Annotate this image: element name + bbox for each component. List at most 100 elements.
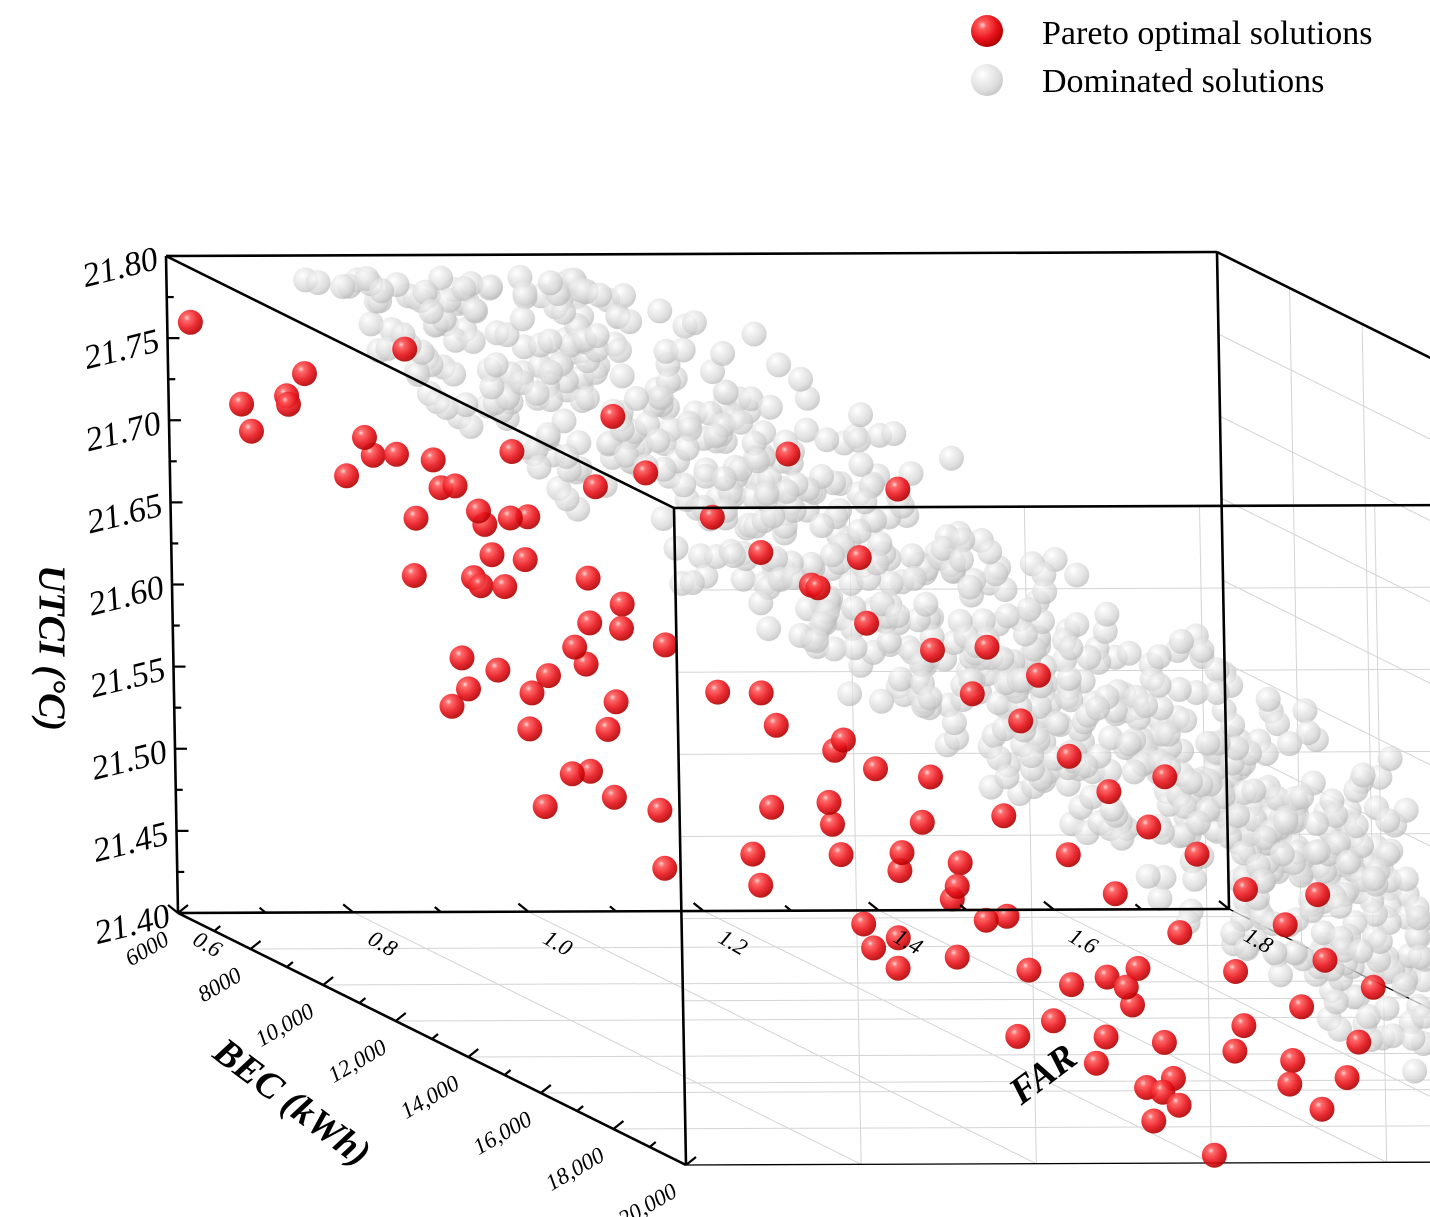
dominated-point	[1177, 769, 1203, 795]
dominated-point	[809, 513, 835, 539]
data-points	[177, 264, 1430, 1168]
y-tick-label: 1.2	[714, 924, 751, 960]
dominated-point	[1292, 698, 1318, 724]
x-tick-label: 10,000	[251, 998, 319, 1052]
pareto-point	[748, 540, 774, 565]
dominated-point	[537, 270, 563, 296]
dominated-point	[670, 337, 696, 363]
dominated-point	[358, 311, 384, 337]
pareto-point	[439, 693, 465, 719]
x-tick-minor	[576, 1105, 584, 1112]
pareto-point	[854, 610, 880, 636]
x-tick-label: 8000	[193, 962, 246, 1007]
pareto-point	[775, 441, 801, 467]
pareto-point	[959, 681, 985, 707]
dominated-point	[878, 570, 904, 596]
dominated-point	[1406, 905, 1430, 931]
dominated-point	[748, 590, 774, 616]
dominated-point	[852, 489, 878, 515]
dominated-point	[479, 374, 505, 400]
dominated-point	[609, 363, 635, 389]
dominated-point	[738, 386, 764, 412]
pareto-point	[420, 447, 446, 473]
dominated-point	[1255, 686, 1281, 712]
dominated-point	[574, 385, 600, 411]
dominated-point	[524, 380, 550, 406]
dominated-point	[848, 452, 874, 477]
z-tick-label: 21.60	[85, 569, 168, 623]
grid-line-y	[352, 911, 862, 1165]
dominated-point	[799, 551, 824, 577]
y-tick-major	[342, 903, 354, 914]
dominated-point	[1305, 839, 1331, 864]
pareto-point	[909, 809, 935, 835]
pareto-point	[633, 460, 659, 486]
pareto-point	[468, 573, 494, 599]
grid-line-y	[1374, 505, 1388, 1163]
pareto-point	[1309, 1096, 1335, 1122]
dominated-point	[679, 570, 705, 596]
y-tick-major	[1043, 900, 1055, 911]
pareto-point	[1312, 947, 1338, 973]
frame-edge	[673, 503, 1430, 510]
dominated-point	[793, 417, 819, 443]
pareto-point	[1334, 1065, 1360, 1091]
dominated-point	[441, 361, 467, 387]
pareto-point	[1026, 662, 1051, 688]
pareto-point	[352, 424, 377, 450]
dominated-point	[948, 547, 974, 573]
grid-line-x	[613, 1125, 1430, 1130]
pareto-point	[1136, 814, 1162, 840]
dominated-point	[1289, 784, 1315, 810]
dominated-point	[869, 688, 894, 714]
dominated-point	[460, 328, 486, 354]
dominated-point	[1374, 995, 1400, 1021]
pareto-point	[600, 403, 626, 429]
pareto-point	[392, 336, 418, 362]
pareto-point	[609, 591, 635, 617]
dominated-point	[1121, 759, 1147, 785]
dominated-point	[1172, 707, 1198, 733]
pareto-point	[1005, 1023, 1031, 1049]
pareto-point	[1113, 974, 1139, 1000]
dominated-point	[913, 591, 939, 617]
dominated-point	[1225, 803, 1251, 828]
dominated-point	[677, 416, 703, 442]
pareto-point	[994, 903, 1020, 929]
pareto-point	[763, 712, 789, 738]
z-tick-label: 21.55	[86, 651, 169, 705]
pareto-point	[1041, 1008, 1066, 1034]
dominated-point	[330, 274, 356, 300]
pareto-point	[1059, 972, 1084, 998]
dominated-point	[1056, 666, 1082, 691]
dominated-point	[681, 310, 707, 336]
dominated-point	[1044, 710, 1070, 736]
dominated-point	[1185, 810, 1211, 836]
grid-line-z	[1222, 580, 1430, 684]
dominated-point	[774, 478, 800, 504]
pareto-point	[885, 476, 911, 502]
dominated-point	[1380, 1023, 1405, 1049]
axis-ticks	[166, 254, 1230, 1166]
frame-edge	[1216, 250, 1430, 360]
dominated-point	[1407, 944, 1430, 970]
pareto-point	[577, 610, 603, 636]
dominated-point	[1411, 1003, 1430, 1029]
dominated-point	[1295, 720, 1321, 746]
dominated-point	[837, 681, 863, 707]
pareto-point	[759, 794, 785, 820]
dominated-point	[1326, 830, 1351, 856]
pareto-point	[647, 797, 673, 823]
dominated-point	[1375, 808, 1401, 833]
dominated-point	[1182, 866, 1208, 892]
y-tick-minor	[959, 904, 967, 911]
y-tick-label: 0.8	[364, 926, 402, 962]
pareto-point	[334, 463, 360, 489]
pareto-point	[1056, 743, 1082, 769]
y-tick-minor	[258, 906, 267, 914]
pareto-point	[559, 761, 585, 787]
y-tick-minor	[609, 905, 617, 913]
dominated-point	[693, 463, 719, 489]
pareto-point	[403, 505, 429, 531]
pareto-point	[885, 925, 911, 951]
